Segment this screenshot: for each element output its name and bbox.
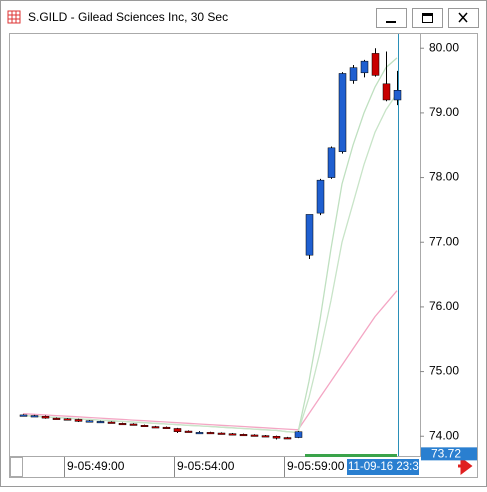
candle-body [140, 425, 149, 428]
candle-body [239, 434, 248, 437]
candle-body [316, 179, 325, 214]
x-tick-label: 9-05:54:00 [177, 459, 235, 473]
candle-body [85, 420, 94, 423]
axis-corner [10, 457, 23, 477]
x-tick-label: 9-05:59:00 [287, 459, 345, 473]
candle-body [393, 90, 402, 101]
scroll-arrow[interactable] [458, 457, 473, 475]
candle-body [228, 433, 237, 436]
candle-body [360, 60, 369, 74]
session-bar [305, 454, 397, 457]
candle-body [305, 214, 314, 256]
candle-body [217, 432, 226, 435]
y-tick-label: 80.00 [429, 40, 459, 54]
y-tick-label: 76.00 [429, 299, 459, 313]
candle-body [30, 415, 39, 418]
candle-body [195, 432, 204, 435]
candle-body [338, 73, 347, 152]
maximize-button[interactable] [412, 8, 443, 28]
candle-body [272, 435, 281, 439]
moving-average-line [22, 93, 398, 434]
last-price-box [421, 447, 477, 461]
candle-body [96, 421, 105, 424]
candle-body [371, 53, 380, 76]
moving-average-line [22, 290, 398, 431]
candle-body [327, 147, 336, 178]
candle-body [52, 417, 61, 420]
y-tick-label: 77.00 [429, 234, 459, 248]
cursor-label-box [347, 459, 419, 475]
candle-body [283, 437, 292, 440]
candle-body [162, 426, 171, 429]
window-title: S.GILD - Gilead Sciences Inc, 30 Sec [28, 10, 228, 24]
candle-body [118, 423, 127, 426]
y-tick-label: 75.00 [429, 364, 459, 378]
chart-frame [9, 33, 478, 478]
last-price-label: 73.72 [431, 447, 461, 461]
y-tick-label: 74.00 [429, 428, 459, 442]
close-button[interactable] [448, 8, 479, 28]
candle-body [261, 435, 270, 438]
y-tick-label: 78.00 [429, 170, 459, 184]
candle-body [349, 67, 358, 81]
minimize-button[interactable] [376, 8, 407, 28]
candle-body [107, 421, 116, 424]
candle-body [63, 418, 72, 421]
candle-body [250, 434, 259, 437]
candle-body [382, 83, 391, 101]
cursor-label: 11-09-16 23:34:00 [348, 461, 441, 473]
candle-body [184, 430, 193, 433]
candle-body [294, 431, 303, 438]
candle-body [74, 419, 83, 422]
candle-body [129, 423, 138, 426]
x-tick-label: 9-05:49:00 [67, 459, 125, 473]
y-tick-label: 79.00 [429, 105, 459, 119]
candle-body [173, 428, 182, 432]
candle-body [19, 414, 28, 417]
candle-body [206, 432, 215, 435]
app-icon [7, 10, 21, 24]
candle-body [151, 426, 160, 429]
candle-body [41, 415, 50, 419]
